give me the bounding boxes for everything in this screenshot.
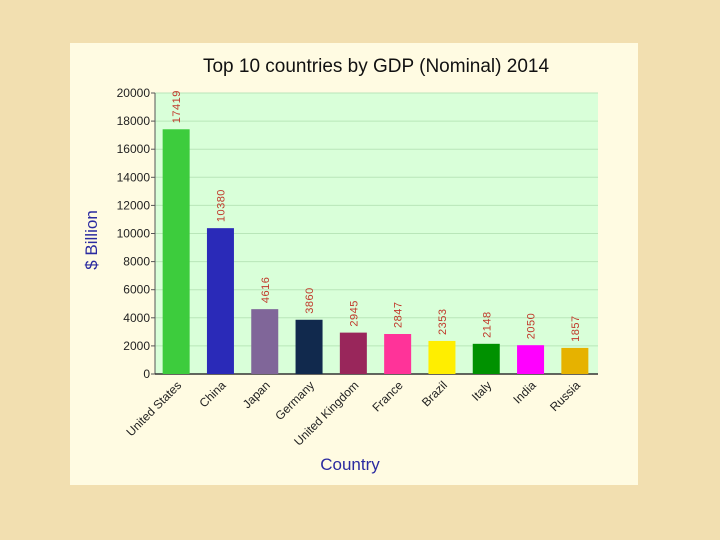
bar-india — [517, 345, 545, 374]
y-tick-label: 0 — [143, 367, 150, 381]
chart-title: Top 10 countries by GDP (Nominal) 2014 — [203, 56, 549, 77]
bar-united-states — [162, 129, 190, 374]
y-tick-label: 20000 — [117, 86, 151, 100]
data-label: 2050 — [526, 313, 538, 339]
x-tick-label: Germany — [272, 378, 317, 423]
x-tick-label: Brazil — [419, 378, 450, 409]
y-tick-label: 14000 — [117, 170, 151, 184]
y-tick-label: 2000 — [123, 339, 150, 353]
x-tick-label: Russia — [547, 378, 583, 414]
data-label: 4616 — [260, 277, 272, 303]
bar-japan — [251, 309, 279, 374]
x-tick-label: China — [196, 378, 228, 410]
bar-france — [384, 333, 412, 374]
data-label: 2945 — [348, 300, 360, 326]
data-label: 2847 — [393, 302, 405, 328]
x-tick-label: Japan — [240, 378, 273, 411]
y-tick-label: 6000 — [123, 283, 150, 297]
bar-china — [206, 228, 234, 374]
chart-card: Top 10 countries by GDP (Nominal) 2014 $… — [70, 43, 638, 485]
x-tick-label: France — [369, 378, 406, 415]
data-label: 17419 — [171, 90, 183, 123]
y-tick-label: 12000 — [117, 198, 151, 212]
bar-united-kingdom — [339, 332, 367, 374]
gdp-bar-chart: Top 10 countries by GDP (Nominal) 2014 $… — [82, 56, 598, 474]
y-tick-label: 18000 — [117, 114, 151, 128]
bar-germany — [295, 319, 323, 374]
y-tick-label: 10000 — [117, 227, 151, 241]
bar-italy — [472, 343, 500, 374]
y-tick-label: 16000 — [117, 142, 151, 156]
y-tick-label: 8000 — [123, 255, 150, 269]
data-label: 2353 — [437, 308, 449, 334]
x-axis-title: Country — [320, 455, 380, 474]
x-tick-label: India — [510, 378, 539, 407]
data-label: 2148 — [481, 311, 493, 337]
bar-russia — [561, 347, 589, 374]
x-tick-label: Italy — [469, 378, 494, 403]
y-axis-title: $ Billion — [82, 210, 101, 270]
x-tick-label: United States — [123, 378, 184, 439]
bar-brazil — [428, 340, 456, 374]
data-label: 3860 — [304, 287, 316, 313]
data-label: 10380 — [215, 189, 227, 222]
y-tick-label: 4000 — [123, 311, 150, 325]
data-label: 1857 — [570, 315, 582, 341]
